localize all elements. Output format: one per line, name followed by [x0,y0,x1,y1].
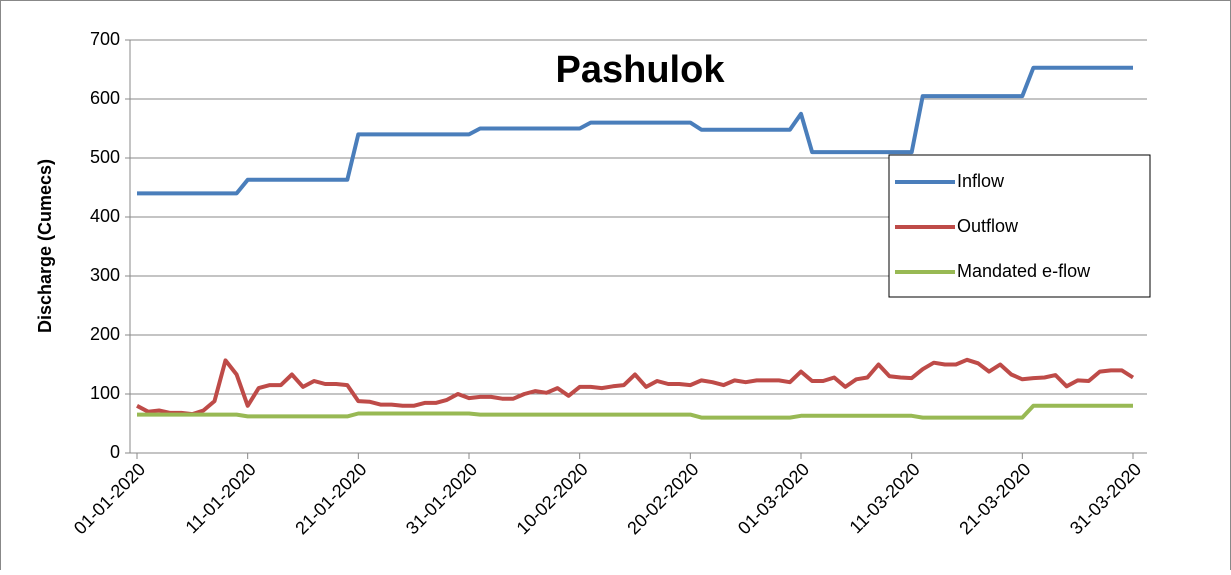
y-tick-label: 100 [90,383,120,403]
x-tick-label: 01-03-2020 [734,459,813,538]
legend-label: Inflow [957,171,1005,191]
series-line [136,357,1135,417]
legend-label: Mandated e-flow [957,261,1091,281]
series-line [137,65,1133,196]
x-tick-label: 31-01-2020 [402,459,481,538]
x-tick-label: 11-01-2020 [182,459,260,537]
x-tick-label: 21-03-2020 [955,459,1034,538]
x-tick-label: 21-01-2020 [291,459,370,538]
x-tick-label: 20-02-2020 [623,459,702,538]
x-tick-label: 10-02-2020 [513,459,592,538]
y-tick-label: 600 [90,88,120,108]
x-tick-label: 31-03-2020 [1066,459,1145,538]
y-tick-label: 500 [90,147,120,167]
chart-title: Pashulok [556,49,726,91]
y-tick-label: 200 [90,324,120,344]
y-tick-label: 400 [90,206,120,226]
y-axis-label: Discharge (Cumecs) [35,159,55,333]
series-line [137,403,1133,420]
y-tick-label: 700 [90,29,120,49]
legend-label: Outflow [957,216,1019,236]
x-tick-label: 11-03-2020 [846,459,924,537]
x-tick-label: 01-01-2020 [70,459,149,538]
y-tick-label: 300 [90,265,120,285]
y-tick-label: 0 [110,442,120,462]
